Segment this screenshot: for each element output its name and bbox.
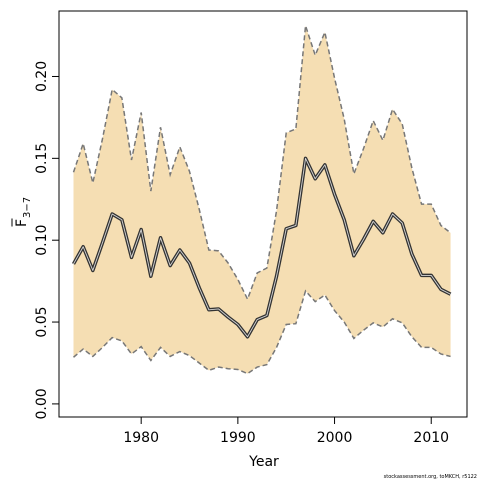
y-tick-label: 0.00	[34, 388, 50, 419]
lower-bound-line	[73, 289, 451, 375]
y-axis-title: F 3−7	[11, 197, 33, 227]
x-tick-label: 2000	[317, 430, 353, 446]
y-tick-label: 0.10	[34, 225, 50, 256]
x-tick-label: 1990	[220, 430, 256, 446]
estimate-line-inner	[73, 157, 451, 338]
y-axis-title-subscript: 3−7	[22, 197, 33, 218]
upper-bound-line	[72, 25, 452, 302]
confidence-band	[73, 25, 451, 374]
y-axis-title-base: F	[14, 219, 30, 227]
footnote-text: stockassessment.org, toMKCH, r5122	[384, 474, 477, 480]
x-tick-label: 2010	[413, 430, 449, 446]
confidence-band-layer	[73, 25, 451, 374]
y-tick-label: 0.05	[34, 306, 50, 337]
x-axis-title: Year	[248, 454, 279, 470]
y-tick-label: 0.20	[34, 61, 50, 92]
y-tick-label: 0.15	[34, 143, 50, 174]
series-line-layer	[71, 25, 452, 375]
plot-frame	[58, 10, 468, 418]
axis-layer: 1980 1990 2000 2010 0.00 0.05 0.10 0.15 0.20	[34, 61, 449, 446]
x-tick-label: 1980	[123, 430, 159, 446]
